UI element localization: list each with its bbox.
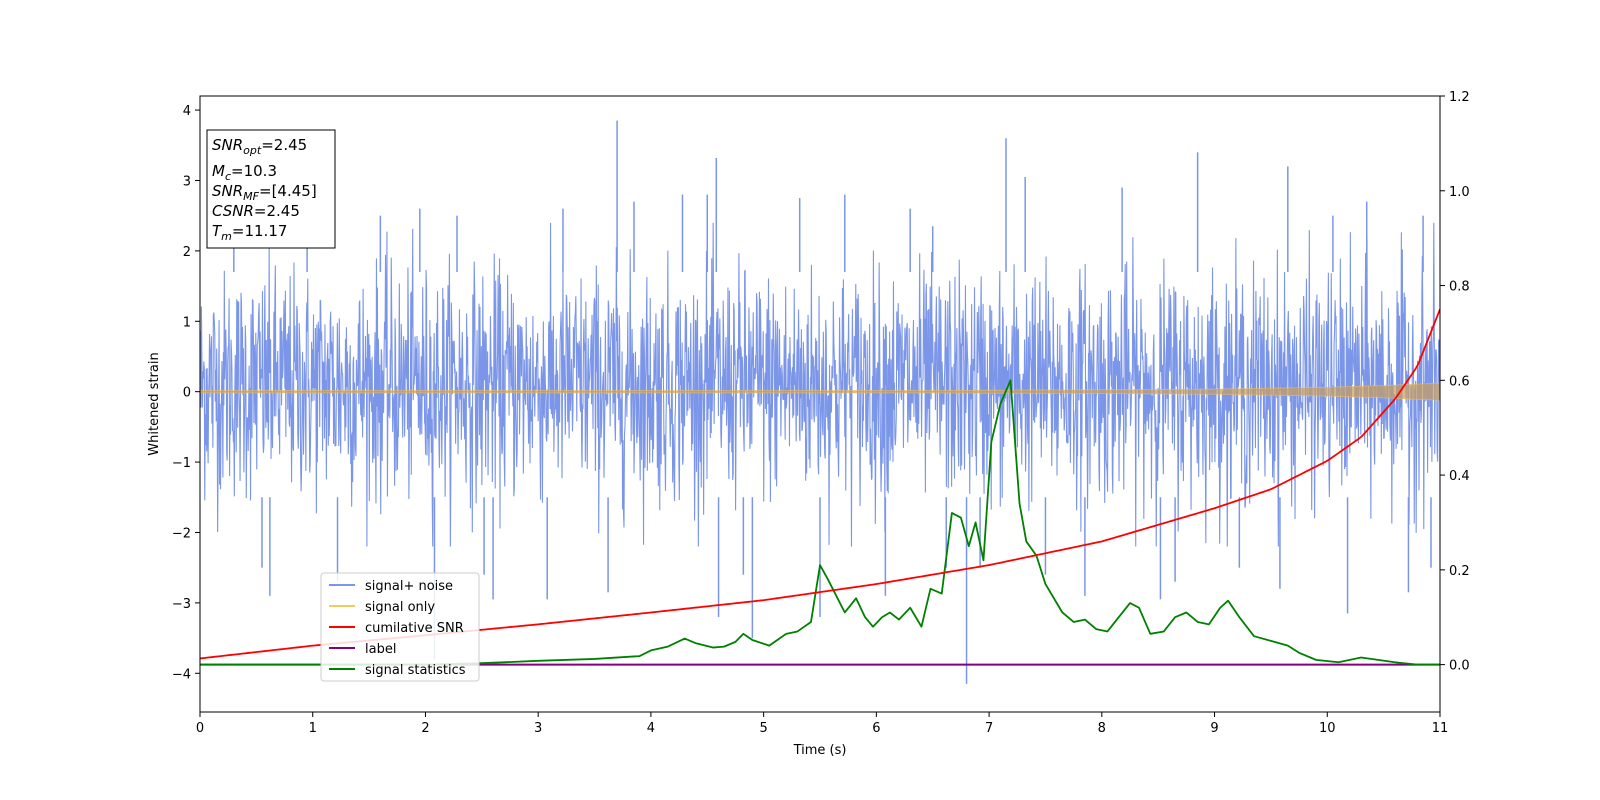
x-tick-label: 7	[985, 721, 993, 736]
series-signal-statistics	[200, 379, 1440, 666]
x-tick-label: 1	[309, 721, 317, 736]
y2-tick-label: 1.0	[1449, 185, 1470, 200]
y-tick-label: −4	[172, 667, 191, 682]
series-signal-noise	[200, 222, 1440, 547]
legend-frame	[320, 572, 480, 682]
y-tick-label: 4	[183, 104, 191, 119]
y-tick-label: −3	[172, 597, 191, 612]
noise-spikes	[233, 120, 1432, 684]
x-tick-label: 10	[1319, 721, 1336, 736]
y2-tick-label: 1.2	[1449, 90, 1470, 105]
legend-label: signal+ noise	[365, 579, 453, 594]
x-tick-label: 2	[421, 721, 429, 736]
legend-label: label	[365, 642, 396, 657]
x-axis-label: Time (s)	[793, 743, 847, 758]
y2-tick-label: 0.8	[1449, 280, 1470, 295]
x-tick-label: 4	[647, 721, 655, 736]
annotation-line: Mc=10.3	[212, 162, 277, 183]
annotation-line: SNRopt=2.45	[212, 136, 307, 157]
x-tick-label: 6	[872, 721, 880, 736]
y-tick-label: 0	[183, 386, 191, 401]
x-axis: 0 1 2 3 4 5 6 7 8 9 10 11	[196, 712, 1448, 736]
y-tick-label: −2	[172, 526, 191, 541]
legend-label: cumilative SNR	[365, 621, 464, 636]
annotation-line: SNRMF=[4.45]	[212, 182, 317, 203]
y2-tick-label: 0.0	[1449, 659, 1470, 674]
y-tick-label: −1	[172, 456, 191, 471]
legend-label: signal only	[365, 600, 435, 615]
signal-only-overlap	[200, 383, 1440, 401]
y-axis-left: −4 −3 −2 −1 0 1 2 3 4	[172, 104, 200, 682]
x-tick-label: 5	[759, 721, 767, 736]
x-tick-label: 3	[534, 721, 542, 736]
legend-label: signal statistics	[365, 663, 466, 678]
annotation-line: CSNR=2.45	[212, 202, 300, 220]
annotation-frame	[206, 129, 336, 249]
x-tick-label: 11	[1432, 721, 1449, 736]
legend: signal+ noise signal only cumilative SNR la…	[320, 572, 480, 682]
y-axis-right: 0.0 0.2 0.4 0.6 0.8 1.0 1.2	[1440, 90, 1470, 674]
y-tick-label: 3	[183, 174, 191, 189]
annotation-line: Tm=11.17	[212, 222, 287, 243]
y2-tick-label: 0.4	[1449, 469, 1470, 484]
y-axis-label: Whitened strain	[147, 352, 162, 455]
y2-tick-label: 0.2	[1449, 564, 1470, 579]
x-tick-label: 8	[1098, 721, 1106, 736]
plot-frame	[199, 95, 1441, 713]
x-tick-label: 9	[1210, 721, 1218, 736]
x-tick-label: 0	[196, 721, 204, 736]
y2-tick-label: 0.6	[1449, 374, 1470, 389]
series-signal-only	[200, 382, 1440, 401]
y-tick-label: 2	[183, 245, 191, 260]
y-tick-label: 1	[183, 315, 191, 330]
